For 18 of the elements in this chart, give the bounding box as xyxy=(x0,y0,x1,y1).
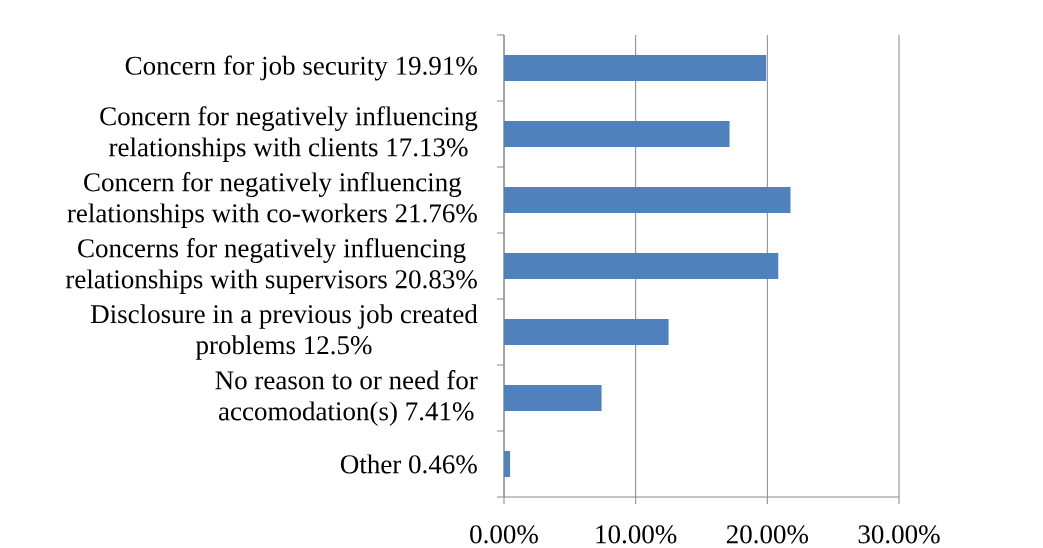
y-tick-label: No reason to or need for accomodation(s) 7.41% xyxy=(215,370,478,426)
bar xyxy=(504,451,511,478)
x-tick-label: 30.00% xyxy=(858,525,940,544)
y-tick-label: Concern for negatively influencing relationships with co-workers 21.76% xyxy=(67,172,477,228)
x-tick-label: 20.00% xyxy=(726,525,809,544)
bar xyxy=(504,385,602,412)
y-tick-label: Concern for negatively influencing relationships with clients 17.13% xyxy=(100,106,478,162)
bar xyxy=(504,121,730,148)
bar xyxy=(504,253,779,280)
y-tick-label: Other 0.46% xyxy=(340,454,477,474)
x-tick-label: 10.00% xyxy=(596,525,677,544)
bar xyxy=(504,319,669,346)
bar xyxy=(504,187,791,214)
y-tick-label: Concerns for negatively influencing relationships with supervisors 20.83% xyxy=(65,238,477,294)
x-tick-label: 0.00% xyxy=(470,525,538,544)
y-tick-label: Disclosure in a previous job created problems 12.5% xyxy=(90,304,478,360)
y-tick-label: Concern for job security 19.91% xyxy=(125,55,477,81)
bar xyxy=(504,55,767,82)
